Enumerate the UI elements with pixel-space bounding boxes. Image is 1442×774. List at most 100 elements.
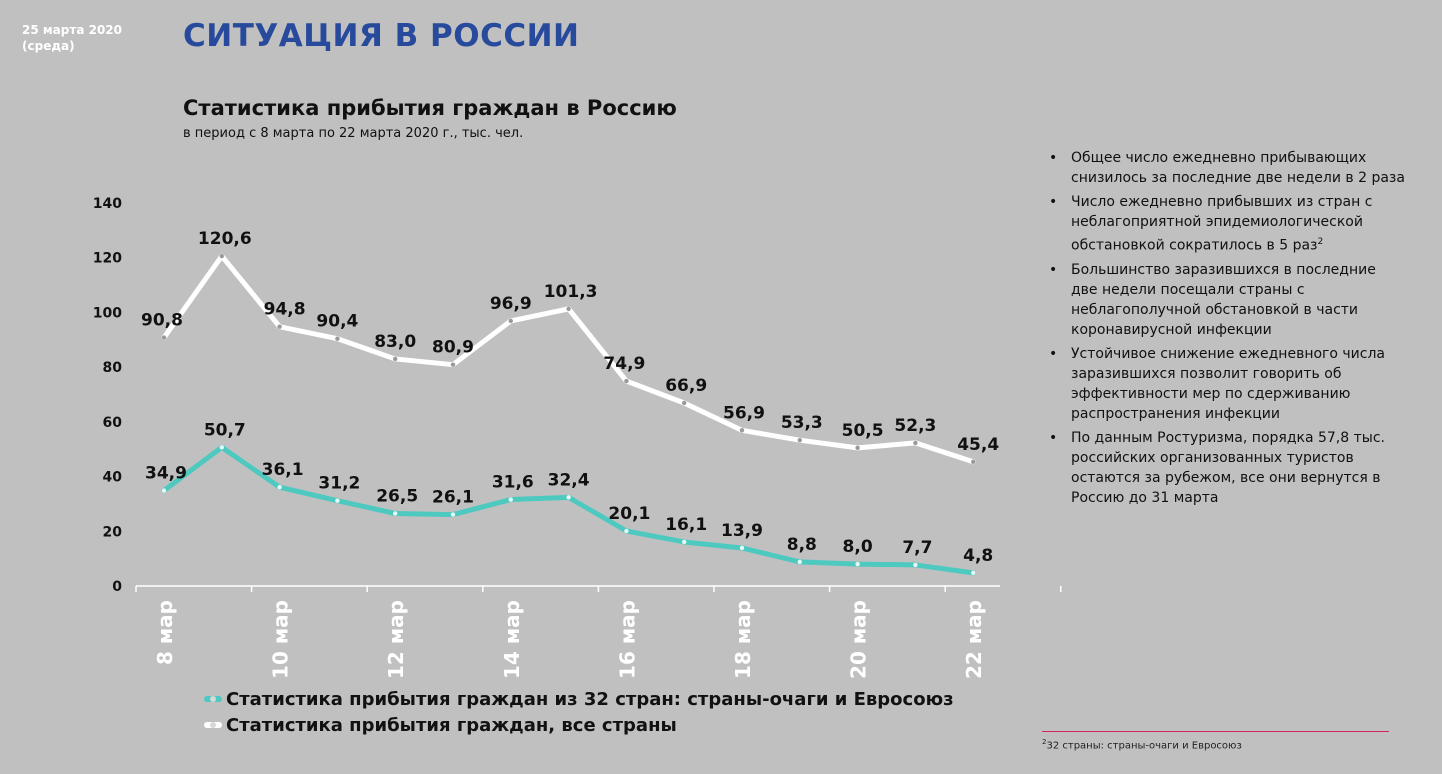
data-point [739,545,745,551]
chart-legend: Статистика прибытия граждан из 32 стран:… [204,686,954,738]
x-tick-label: 14 мар [500,600,524,679]
data-point [393,511,398,516]
data-label: 50,5 [842,421,884,441]
data-point [971,570,976,576]
data-point [450,512,456,517]
data-point [219,445,224,450]
footnote-mark: 2 [1042,738,1047,746]
data-label: 8,8 [787,535,817,555]
data-point [393,356,398,362]
data-point [566,306,571,312]
x-tick-label: 16 мар [615,600,639,679]
data-label: 56,9 [723,403,765,423]
data-label: 90,4 [316,312,358,332]
x-tick-label: 20 мар [847,600,871,679]
data-label: 31,2 [318,474,360,494]
data-point [682,539,687,545]
chart-title: Статистика прибытия граждан в Россию [183,96,677,120]
data-point [797,437,802,443]
legend-item-32-countries: Статистика прибытия граждан из 32 стран:… [204,686,954,712]
footnote: 232 страны: страны-очаги и Евросоюз [1042,738,1242,751]
data-point [566,495,571,500]
page-title: СИТУАЦИЯ В РОССИИ [183,18,580,54]
key-point: По данным Ростуризма, порядка 57,8 тыс. … [1045,428,1405,508]
data-label: 53,3 [781,413,823,433]
data-label: 96,9 [490,294,532,314]
y-tick-label: 80 [103,360,123,376]
data-point [161,488,167,493]
data-point [682,400,687,406]
data-point [277,485,282,490]
data-point [855,445,860,451]
data-label: 52,3 [894,416,936,436]
legend-label: Статистика прибытия граждан из 32 стран:… [226,688,954,710]
data-point [913,562,918,568]
data-label: 120,6 [198,229,252,249]
date-line: 25 марта 2020 [22,23,123,37]
data-label: 16,1 [665,515,707,535]
x-tick-label: 8 мар [153,600,177,665]
data-point [335,336,340,341]
data-label: 7,7 [902,538,932,558]
x-tick-label: 12 мар [384,600,408,679]
data-label: 4,8 [963,546,993,566]
y-tick-label: 100 [93,305,122,321]
data-label: 26,5 [376,487,418,507]
data-point [161,335,167,340]
chart-data-labels: 90,8 120,6 94,8 90,4 83,0 80,9 96,9 101,3 74,9 66… [141,229,999,566]
legend-label: Статистика прибытия граждан, все страны [226,714,677,736]
data-label: 90,8 [141,311,183,331]
data-point [277,324,282,329]
data-label: 26,1 [432,488,474,508]
date-stamp: 25 марта 2020 (среда) [22,22,122,54]
data-point [450,362,456,367]
key-point: Большинство заразившихся в последние две… [1045,260,1405,340]
data-point [971,459,976,464]
data-point [508,497,513,502]
data-label: 83,0 [374,332,416,352]
data-point [739,428,745,433]
y-tick-label: 40 [103,470,123,486]
data-point [624,528,629,534]
y-tick-label: 120 [93,251,122,267]
legend-swatch-teal [204,696,222,702]
y-tick-label: 20 [103,524,123,540]
legend-item-all-countries: Статистика прибытия граждан, все страны [204,712,954,738]
weekday-line: (среда) [22,39,75,53]
data-label: 13,9 [721,521,763,541]
footnote-text: 32 страны: страны-очаги и Евросоюз [1046,740,1242,752]
footnote-divider [1042,731,1389,732]
data-point [797,559,802,565]
data-label: 74,9 [603,354,645,374]
data-point [219,253,224,259]
y-tick-label: 60 [103,415,123,431]
data-point [913,440,918,446]
data-label: 45,4 [957,435,999,455]
chart-subtitle: в период с 8 марта по 22 марта 2020 г., … [183,126,524,141]
data-label: 80,9 [432,338,474,358]
data-label: 20,1 [608,504,650,524]
x-tick-label: 22 мар [962,600,986,679]
key-point: Общее число ежедневно прибывающих снизил… [1045,148,1405,188]
chart-points [161,253,976,576]
data-label: 94,8 [264,300,306,320]
key-points-list: Общее число ежедневно прибывающих снизил… [1045,148,1405,512]
y-tick-label: 0 [112,579,122,595]
x-tick-label: 18 мар [731,600,755,679]
data-label: 36,1 [262,460,304,480]
data-label: 50,7 [204,420,246,440]
x-tick-label: 10 мар [269,600,293,679]
data-label: 31,6 [492,473,534,493]
data-point [855,561,860,567]
data-point [335,498,340,503]
data-point [508,318,513,324]
footnote-ref: 2 [1317,237,1324,247]
key-point: Число ежедневно прибывших из стран с неб… [1045,192,1405,256]
chart-axes: 0 20 40 60 80 100 120 140 8 мар 10 мар 12 мар 14 ма… [93,196,1062,679]
data-point [624,378,629,384]
y-tick-label: 140 [93,196,122,212]
legend-swatch-white [204,722,222,728]
data-label: 66,9 [665,376,707,396]
data-label: 32,4 [548,470,590,490]
